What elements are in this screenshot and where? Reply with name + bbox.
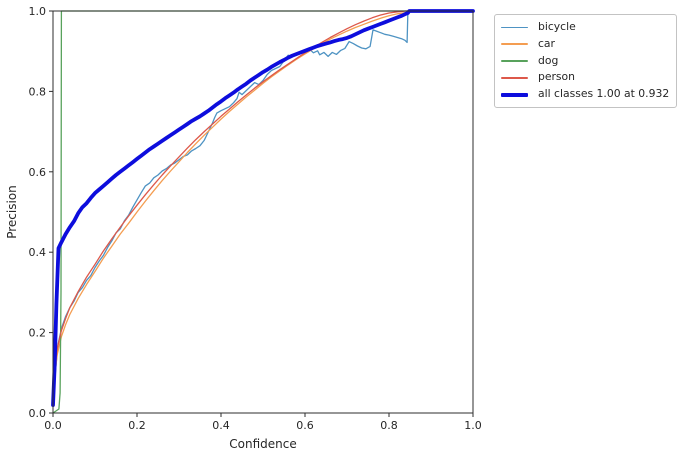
legend-line-swatch (501, 60, 528, 62)
legend-label: dog (538, 53, 559, 67)
y-tick-label: 0.2 (29, 327, 47, 340)
y-axis-ticks: 0.0 0.2 0.4 0.6 0.8 1.0 (29, 5, 53, 420)
legend: bicycle car dog person all classes 1.00 at 0… (494, 14, 678, 108)
legend-item-car: car (501, 36, 669, 53)
plot-border (52, 10, 474, 414)
x-tick-label: 0.6 (296, 419, 314, 432)
x-tick-label: 0.4 (212, 419, 230, 432)
legend-label: all classes 1.00 at 0.932 (538, 87, 670, 101)
series-line-all-classes-1-00-at-0-932 (51, 9, 475, 407)
x-tick-label: 0.8 (380, 419, 398, 432)
legend-label: car (538, 36, 555, 50)
y-tick-label: 1.0 (29, 5, 47, 18)
x-axis-label: Confidence (229, 437, 296, 451)
x-axis-ticks: 0.0 0.2 0.4 0.6 0.8 1.0 (44, 413, 482, 432)
x-tick-label: 1.0 (464, 419, 482, 432)
legend-item-all-classes-1-00-at-0-932: all classes 1.00 at 0.932 (501, 86, 669, 103)
legend-line-swatch (501, 92, 528, 97)
series-line-car (52, 10, 474, 402)
legend-line-swatch (501, 43, 528, 45)
legend-line-swatch (501, 26, 528, 29)
x-tick-label: 0.2 (128, 419, 146, 432)
y-tick-label: 0.4 (29, 246, 47, 259)
series-line-person (52, 10, 474, 398)
y-axis-label: Precision (5, 185, 19, 239)
legend-label: person (538, 70, 576, 84)
y-tick-label: 0.8 (29, 85, 47, 98)
legend-item-dog: dog (501, 53, 669, 70)
x-tick-label: 0.0 (44, 419, 62, 432)
legend-line-swatch (501, 77, 528, 79)
series-layer (51, 9, 475, 414)
legend-item-bicycle: bicycle (501, 19, 669, 36)
y-tick-label: 0.0 (29, 407, 47, 420)
legend-label: bicycle (538, 20, 576, 33)
legend-item-person: person (501, 69, 669, 86)
y-tick-label: 0.6 (29, 166, 47, 179)
series-line-bicycle (52, 10, 474, 406)
